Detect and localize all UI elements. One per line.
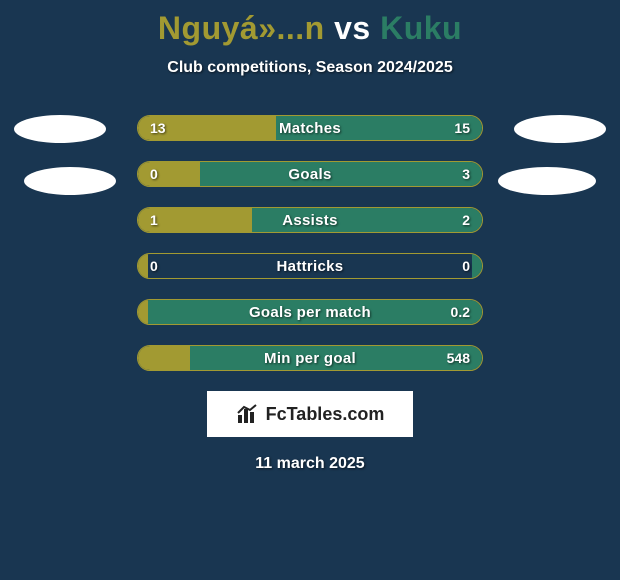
- stats-panel: 1315Matches 03Goals 12Assists 00Hattricks 0.…: [0, 115, 620, 371]
- vs-text: vs: [325, 10, 380, 46]
- stat-label: Hattricks: [138, 254, 482, 278]
- stat-bar: 03Goals: [137, 161, 483, 187]
- player-left-badge-2: [24, 167, 116, 195]
- stat-label: Min per goal: [138, 346, 482, 370]
- stat-label: Goals: [138, 162, 482, 186]
- chart-icon: [236, 403, 260, 425]
- player-left-badge-1: [14, 115, 106, 143]
- stat-label: Assists: [138, 208, 482, 232]
- stat-bar: 12Assists: [137, 207, 483, 233]
- stats-bars: 1315Matches 03Goals 12Assists 00Hattricks 0.…: [137, 115, 483, 371]
- comparison-title: Nguyá»...n vs Kuku: [0, 0, 620, 47]
- branding-text: FcTables.com: [266, 404, 385, 425]
- stat-bar: 00Hattricks: [137, 253, 483, 279]
- player-right-badge-2: [498, 167, 596, 195]
- capture-date: 11 march 2025: [0, 455, 620, 473]
- stat-label: Matches: [138, 116, 482, 140]
- stat-bar: 0.2Goals per match: [137, 299, 483, 325]
- player-left-name: Nguyá»...n: [158, 10, 325, 46]
- stat-bar: 1315Matches: [137, 115, 483, 141]
- stat-bar: 548Min per goal: [137, 345, 483, 371]
- player-right-name: Kuku: [380, 10, 462, 46]
- branding-box: FcTables.com: [207, 391, 413, 437]
- season-subtitle: Club competitions, Season 2024/2025: [0, 59, 620, 77]
- player-right-badge-1: [514, 115, 606, 143]
- stat-label: Goals per match: [138, 300, 482, 324]
